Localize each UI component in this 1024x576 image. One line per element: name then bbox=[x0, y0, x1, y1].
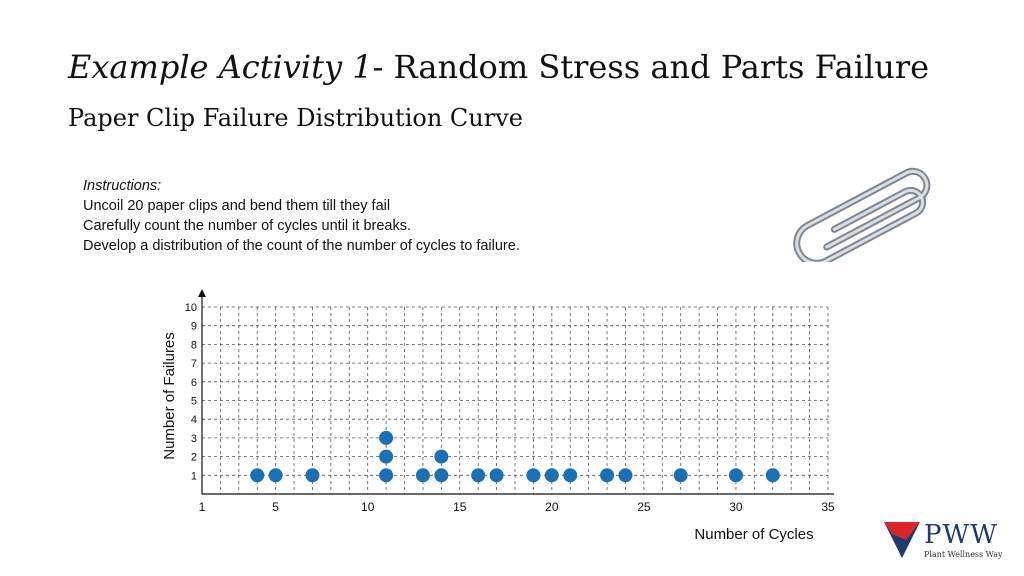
instruction-line-2: Carefully count the number of cycles unt… bbox=[83, 218, 412, 234]
x-tick-label: 25 bbox=[637, 500, 651, 514]
data-point bbox=[563, 468, 578, 483]
data-point bbox=[471, 468, 486, 483]
slide-title-italic: Example Activity 1 bbox=[68, 48, 373, 86]
logo-subtext: Plant Wellness Way bbox=[924, 550, 1003, 559]
data-point bbox=[765, 468, 780, 483]
y-tick-label: 10 bbox=[185, 302, 197, 314]
slide-title-rest: - Random Stress and Parts Failure bbox=[372, 48, 930, 86]
slide-subtitle: Paper Clip Failure Distribution Curve bbox=[68, 104, 523, 132]
x-tick-label: 20 bbox=[545, 500, 559, 514]
data-point bbox=[673, 468, 688, 483]
data-point bbox=[305, 468, 320, 483]
data-point bbox=[250, 468, 265, 483]
data-point bbox=[489, 468, 504, 483]
y-axis-arrow bbox=[198, 289, 206, 297]
data-point bbox=[415, 468, 430, 483]
pww-logo: PWW Plant Wellness Way bbox=[884, 520, 1014, 564]
x-tick-label: 1 bbox=[199, 500, 206, 514]
instructions-block: Instructions: Uncoil 20 paper clips and … bbox=[83, 176, 520, 256]
y-tick-label: 6 bbox=[191, 377, 197, 389]
y-tick-label: 1 bbox=[191, 470, 197, 482]
data-point bbox=[379, 430, 394, 445]
y-tick-label: 9 bbox=[191, 321, 197, 333]
data-point bbox=[618, 468, 633, 483]
data-point bbox=[600, 468, 615, 483]
slide-title: Example Activity 1- Random Stress and Pa… bbox=[68, 48, 929, 86]
data-point bbox=[544, 468, 559, 483]
data-point bbox=[268, 468, 283, 483]
x-tick-label: 30 bbox=[729, 500, 743, 514]
data-point bbox=[728, 468, 743, 483]
y-tick-label: 7 bbox=[191, 358, 197, 370]
y-tick-label: 8 bbox=[191, 339, 197, 351]
instruction-line-3: Develop a distribution of the count of t… bbox=[83, 238, 520, 254]
data-point bbox=[526, 468, 541, 483]
logo-text: PWW bbox=[924, 520, 998, 550]
data-point bbox=[379, 468, 394, 483]
x-axis-label: Number of Cycles bbox=[694, 526, 813, 543]
data-point bbox=[434, 468, 449, 483]
y-tick-label: 3 bbox=[191, 433, 197, 445]
data-point bbox=[434, 449, 449, 464]
paper-clip-icon bbox=[793, 167, 931, 262]
data-point bbox=[379, 449, 394, 464]
logo-triangle-icon bbox=[884, 522, 920, 558]
instructions-heading: Instructions: bbox=[83, 178, 162, 194]
x-tick-label: 15 bbox=[453, 500, 467, 514]
x-tick-label: 5 bbox=[272, 500, 279, 514]
instruction-line-1: Uncoil 20 paper clips and bend them till… bbox=[83, 198, 391, 214]
y-tick-label: 4 bbox=[191, 414, 197, 426]
y-tick-label: 2 bbox=[191, 452, 197, 464]
y-tick-label: 5 bbox=[191, 396, 197, 408]
y-axis-label: Number of Failures bbox=[161, 332, 178, 460]
x-tick-label: 35 bbox=[821, 500, 835, 514]
x-tick-label: 10 bbox=[361, 500, 375, 514]
